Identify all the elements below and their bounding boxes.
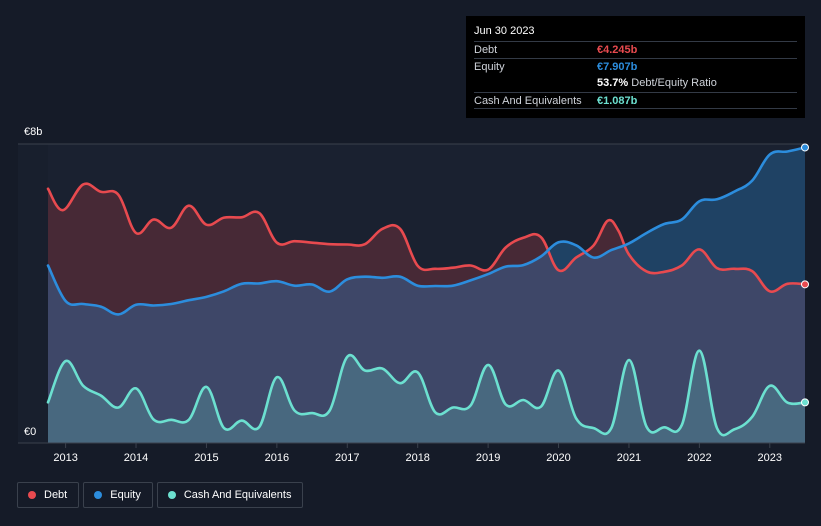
legend-dot-icon bbox=[94, 491, 103, 499]
legend-item-cash[interactable]: Cash And Equivalents bbox=[156, 482, 304, 508]
legend-item-debt[interactable]: Debt bbox=[17, 482, 80, 508]
series-line-equity bbox=[46, 146, 807, 316]
tooltip-row-ratio: 53.7% Debt/Equity Ratio bbox=[474, 75, 797, 92]
x-tick-label: 2018 bbox=[405, 452, 429, 464]
legend: Debt Equity Cash And Equivalents bbox=[17, 482, 304, 510]
legend-dot-icon bbox=[28, 491, 36, 499]
x-tick-label: 2015 bbox=[194, 452, 218, 464]
endpoint-marker-debt bbox=[801, 280, 809, 289]
tooltip-date: Jun 30 2023 bbox=[474, 25, 535, 37]
tooltip-value: €7.907b bbox=[597, 61, 638, 73]
series-line-debt bbox=[46, 182, 807, 293]
tooltip-panel: Jun 30 2023 Debt €4.245b Equity €7.907b … bbox=[466, 16, 805, 118]
tooltip-label: Equity bbox=[474, 61, 505, 73]
series-area-cash-and-equivalents bbox=[48, 350, 805, 443]
tooltip-row-cash: Cash And Equivalents €1.087b bbox=[474, 92, 797, 109]
legend-item-equity[interactable]: Equity bbox=[83, 482, 153, 508]
legend-label: Equity bbox=[110, 489, 141, 501]
series-line-cash-and-equivalents bbox=[46, 349, 807, 437]
x-tick-label: 2020 bbox=[546, 452, 570, 464]
tooltip-value: €4.245b bbox=[597, 44, 638, 56]
x-tick-label: 2022 bbox=[687, 452, 711, 464]
tooltip-row-debt: Debt €4.245b bbox=[474, 41, 797, 58]
tooltip-ratio-caption: Debt/Equity Ratio bbox=[631, 77, 717, 89]
legend-label: Cash And Equivalents bbox=[183, 489, 292, 501]
tooltip-row-equity: Equity €7.907b bbox=[474, 58, 797, 75]
tooltip-label: Debt bbox=[474, 44, 498, 56]
legend-label: Debt bbox=[44, 489, 68, 501]
tooltip-label: Cash And Equivalents bbox=[474, 95, 582, 107]
endpoint-marker-cash-and-equivalents bbox=[801, 398, 809, 407]
y-axis-max-label: €8b bbox=[24, 126, 42, 138]
x-tick-label: 2019 bbox=[476, 452, 500, 464]
x-tick-label: 2017 bbox=[335, 452, 359, 464]
tooltip-label bbox=[474, 75, 597, 92]
tooltip-value: 53.7% bbox=[597, 77, 629, 89]
series-area-equity bbox=[48, 147, 805, 443]
tooltip-value: €1.087b bbox=[597, 95, 638, 107]
x-tick-label: 2016 bbox=[265, 452, 289, 464]
x-tick-label: 2021 bbox=[617, 452, 641, 464]
x-tick-label: 2013 bbox=[53, 452, 77, 464]
legend-dot-icon bbox=[167, 491, 176, 499]
x-tick-label: 2014 bbox=[124, 452, 148, 464]
y-axis-min-label: €0 bbox=[24, 426, 36, 438]
x-tick-label: 2023 bbox=[758, 452, 782, 464]
endpoint-marker-equity bbox=[801, 143, 809, 152]
